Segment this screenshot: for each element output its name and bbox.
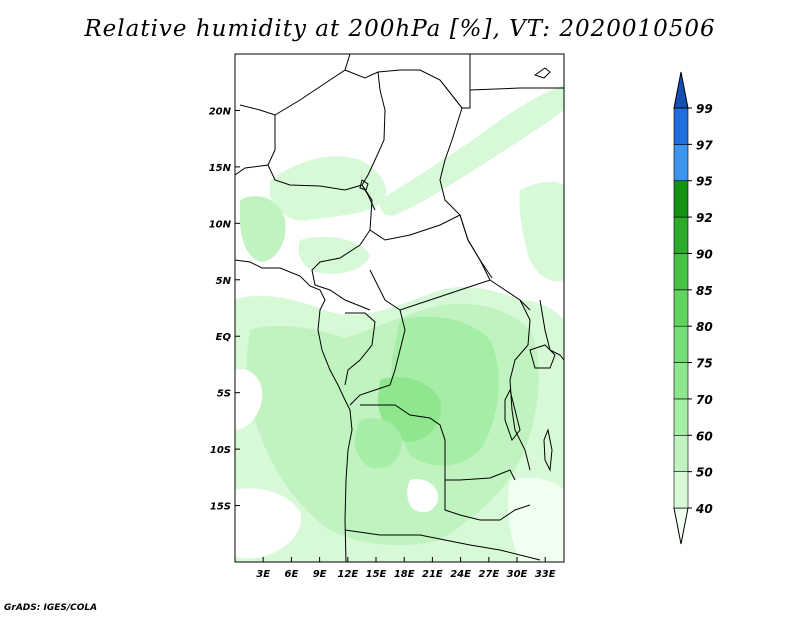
coastline-west (235, 259, 353, 562)
colorbar: 40 50 60 70 75 80 85 90 92 95 97 99 (673, 71, 713, 545)
colorbar-segment (673, 144, 689, 182)
lon-tick-label: 33E (535, 569, 556, 580)
colorbar-segment (673, 398, 689, 436)
humidity-shading (235, 54, 564, 562)
colorbar-segment (673, 434, 689, 472)
lat-tick-label: 5N (216, 276, 232, 287)
rh-dry-hole-2 (407, 479, 439, 513)
lon-tick-label: 30E (507, 569, 528, 580)
colorbar-upper-triangle (673, 71, 689, 109)
colorbar-tick-label: 70 (696, 393, 713, 407)
border-drc-east (509, 299, 531, 471)
lat-tick-label: 15N (209, 163, 232, 174)
border-angola-south (344, 529, 541, 561)
border-congo (344, 312, 376, 386)
rh-region-ne-band (379, 85, 564, 216)
lon-tick-label: 24E (450, 569, 471, 580)
colorbar-segment (673, 325, 689, 363)
lat-tick-label: 20N (209, 106, 232, 117)
border-car (369, 214, 491, 281)
colorbar-tick-label: 50 (696, 466, 713, 480)
grads-credit: GrADS: IGES/COLA (4, 603, 98, 613)
lon-tick-label: 18E (394, 569, 415, 580)
border-drc-south (360, 404, 516, 481)
border-drc-west (349, 309, 406, 406)
axis-ticks: 3E 6E 9E 12E 15E 18E 21E 24E 27E 30E 33E 20N 15N 10N 5… (209, 106, 556, 580)
colorbar-segment (673, 107, 689, 145)
colorbar-lower-triangle (673, 507, 689, 545)
lake-chad (359, 179, 369, 191)
colorbar-tick-label: 97 (696, 138, 713, 152)
lon-tick-label: 3E (256, 569, 270, 580)
lat-tick-label: 15S (210, 502, 231, 513)
colorbar-segment (673, 471, 689, 509)
colorbar-segment (673, 216, 689, 254)
colorbar-tick-label: 85 (696, 284, 713, 298)
colorbar-tick-label: 95 (696, 175, 713, 189)
rh-region-angola (354, 418, 402, 469)
colorbar-segment (673, 253, 689, 291)
rh-dry-hole-4 (508, 477, 564, 562)
map-borders (235, 54, 564, 562)
colorbar-tick-label: 40 (695, 502, 713, 516)
colorbar-tick-label: 99 (696, 102, 713, 116)
border-cameroon (311, 184, 373, 311)
lon-tick-label: 21E (422, 569, 443, 580)
rh-region-sahel (298, 236, 370, 275)
rh-dry-hole-1 (235, 369, 263, 430)
lon-tick-label: 6E (285, 569, 299, 580)
border-car-south (369, 269, 531, 311)
colorbar-tick-label: 90 (696, 247, 713, 261)
border-sahara-3 (361, 71, 386, 186)
lon-tick-label: 27E (478, 569, 499, 580)
colorbar-segment (673, 362, 689, 400)
lake-tanganyika (504, 388, 521, 442)
island-small (533, 67, 551, 79)
rh-region-east-band (519, 181, 564, 282)
colorbar-segment (673, 180, 689, 218)
rh-region-northwest (240, 196, 286, 262)
plot-frame (234, 53, 565, 563)
border-sudan (469, 87, 564, 91)
lat-tick-label: 5S (217, 389, 231, 400)
colorbar-segment (673, 289, 689, 327)
lon-tick-label: 15E (366, 569, 387, 580)
rh-region-north-band (270, 156, 387, 221)
border-zambia (444, 480, 531, 521)
lat-tick-label: EQ (216, 332, 232, 343)
chart-title: Relative humidity at 200hPa [%], VT: 202… (84, 16, 716, 42)
lake-victoria (529, 344, 556, 369)
rh-dry-hole-3 (235, 488, 301, 559)
border-sahara-2 (344, 54, 471, 109)
lat-tick-label: 10N (209, 219, 232, 230)
colorbar-tick-label: 75 (696, 357, 713, 371)
colorbar-tick-label: 92 (696, 211, 713, 225)
colorbar-tick-label: 60 (696, 429, 713, 443)
lon-tick-label: 12E (337, 569, 358, 580)
lon-tick-label: 9E (313, 569, 327, 580)
lat-tick-label: 10S (210, 445, 231, 456)
lake-malawi (543, 428, 553, 472)
colorbar-tick-label: 80 (696, 320, 713, 334)
